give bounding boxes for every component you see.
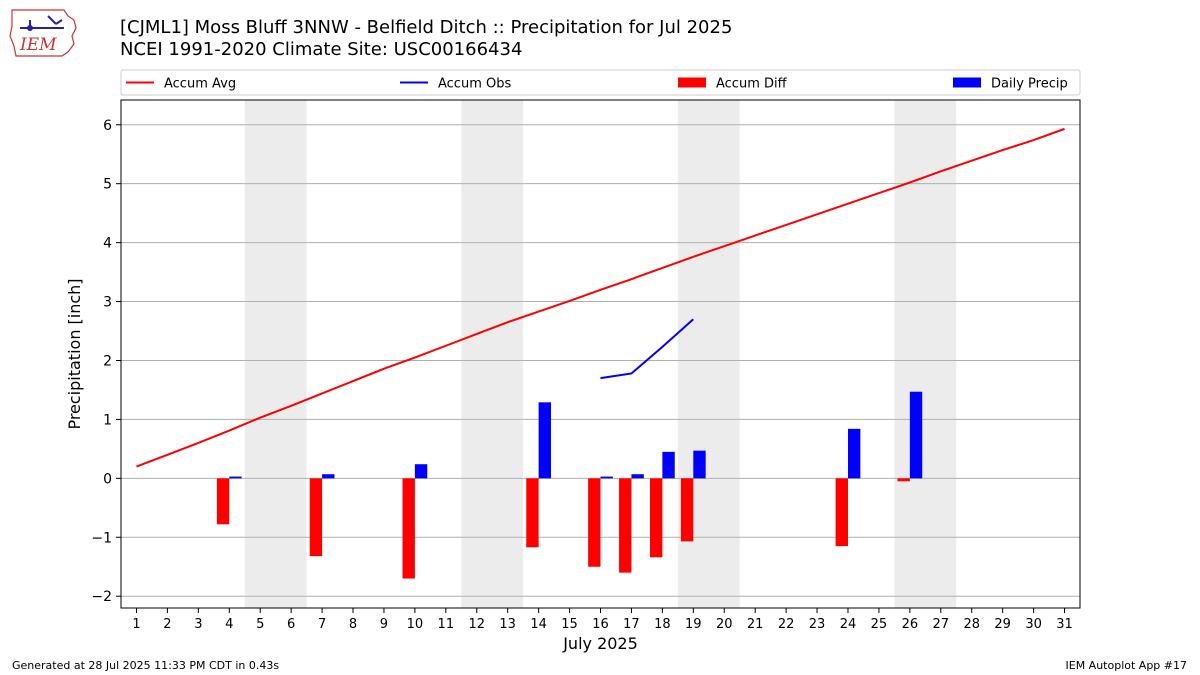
accum-diff-bar (619, 478, 632, 573)
x-tick-label: 2 (163, 617, 171, 632)
x-tick-label: 12 (468, 617, 485, 632)
y-tick-label: 6 (103, 118, 112, 134)
x-tick-label: 28 (963, 617, 980, 632)
legend-swatch (953, 77, 981, 88)
x-tick-label: 19 (685, 617, 702, 632)
x-tick-label: 5 (256, 617, 264, 632)
x-tick-label: 20 (716, 617, 733, 632)
y-tick-label: −2 (91, 589, 112, 605)
y-tick-label: 2 (103, 353, 112, 369)
daily-precip-bar (693, 450, 706, 479)
accum-diff-bar (680, 478, 694, 542)
daily-precip-bar (662, 451, 675, 479)
x-tick-label: 4 (225, 617, 233, 632)
x-axis-label: July 2025 (562, 634, 638, 653)
legend-swatch (678, 77, 706, 88)
legend-label: Accum Diff (716, 77, 788, 92)
x-tick-label: 27 (933, 617, 950, 632)
accum-diff-bar (897, 478, 910, 482)
legend-label: Accum Avg (164, 77, 236, 92)
x-tick-label: 24 (840, 617, 857, 632)
daily-precip-bar (909, 391, 923, 479)
x-tick-label: 8 (349, 617, 357, 632)
x-tick-label: 3 (194, 617, 202, 632)
legend-label: Accum Obs (438, 77, 511, 92)
x-tick-label: 26 (902, 617, 919, 632)
x-tick-label: 14 (530, 617, 547, 632)
x-tick-label: 21 (747, 617, 764, 632)
x-tick-label: 7 (318, 617, 326, 632)
accum-diff-bar (835, 478, 848, 547)
x-tick-label: 1 (132, 617, 140, 632)
daily-precip-bar (600, 476, 613, 479)
accum-obs-line (600, 318, 694, 380)
y-tick-label: −1 (91, 530, 112, 546)
accum-diff-bar (649, 478, 663, 558)
x-tick-label: 11 (438, 617, 455, 632)
daily-precip-bar (631, 474, 644, 479)
daily-precip-bar (414, 464, 428, 479)
footer-generated: Generated at 28 Jul 2025 11:33 PM CDT in… (12, 659, 280, 672)
footer-app: IEM Autoplot App #17 (1065, 659, 1188, 672)
x-tick-label: 6 (287, 617, 295, 632)
accum-diff-bar (402, 478, 415, 579)
legend-label: Daily Precip (991, 77, 1068, 92)
y-tick-label: 3 (103, 295, 112, 311)
y-axis-label: Precipitation [inch] (65, 278, 84, 429)
weekend-band (244, 100, 307, 608)
x-tick-label: 16 (592, 617, 609, 632)
x-tick-label: 15 (561, 617, 578, 632)
chart-title: [CJML1] Moss Bluff 3NNW - Belfield Ditch… (120, 17, 733, 38)
accum-diff-bar (216, 478, 230, 525)
logo-text: IEM (19, 35, 57, 55)
accum-diff-bar (526, 478, 539, 548)
x-tick-label: 10 (407, 617, 424, 632)
y-tick-label: 1 (103, 412, 112, 428)
y-tick-label: 0 (103, 471, 112, 487)
daily-precip-bar (229, 476, 242, 479)
weekend-band (461, 100, 524, 608)
iem-logo: IEM (8, 6, 80, 58)
x-tick-label: 9 (380, 617, 388, 632)
legend-box (120, 69, 1081, 96)
x-tick-label: 23 (809, 617, 826, 632)
x-tick-label: 29 (994, 617, 1011, 632)
y-tick-label: 5 (103, 177, 112, 193)
x-tick-label: 25 (871, 617, 888, 632)
x-tick-label: 30 (1025, 617, 1042, 632)
x-tick-label: 22 (778, 617, 795, 632)
accum-diff-bar (309, 478, 323, 557)
accum-diff-bar (588, 478, 601, 567)
daily-precip-bar (322, 474, 335, 479)
x-tick-label: 13 (499, 617, 516, 632)
daily-precip-bar (847, 428, 861, 479)
daily-precip-bar (538, 402, 552, 479)
x-tick-label: 17 (623, 617, 640, 632)
chart-subtitle: NCEI 1991-2020 Climate Site: USC00166434 (120, 39, 523, 60)
x-tick-label: 18 (654, 617, 671, 632)
x-tick-label: 31 (1056, 617, 1073, 632)
y-tick-label: 4 (103, 236, 112, 252)
